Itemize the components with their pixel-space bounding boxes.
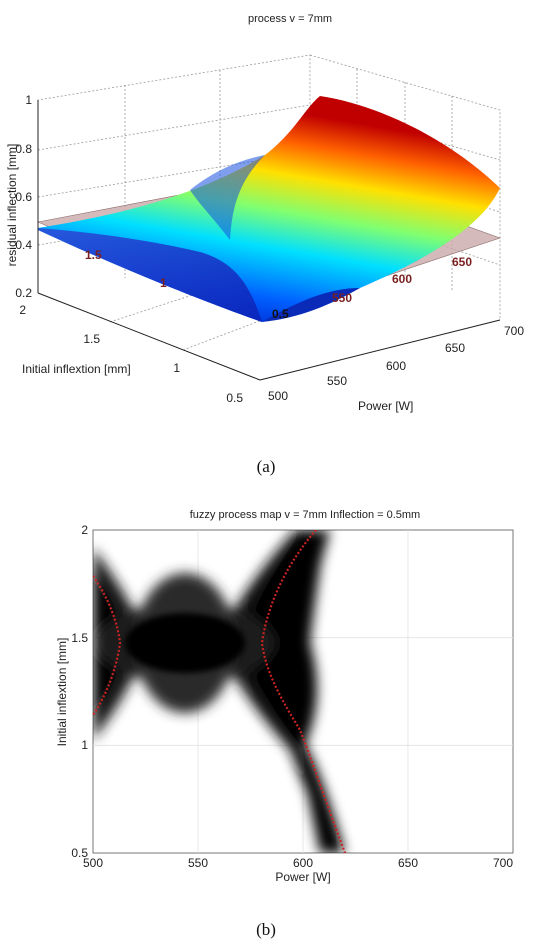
y-tick-label: 1 xyxy=(81,738,88,752)
y-tick-label: 0.5 xyxy=(71,846,88,860)
x-tick-label: 550 xyxy=(327,374,347,388)
y-tick-label: 1.5 xyxy=(83,332,100,346)
z-tick-label: 0.8 xyxy=(15,142,32,156)
panel-a-surface xyxy=(38,96,500,322)
panel-a-z-ticks: 1 0.8 0.6 0.4 0.2 xyxy=(15,93,32,300)
z-tick-label: 0.6 xyxy=(15,190,32,204)
panel-b-heatmap: fuzzy process map v = 7mm Inflection = 0… xyxy=(55,509,514,884)
panel-a-y-axis-label: Initial inflextion [mm] xyxy=(22,362,131,376)
y-tick-label: 1.5 xyxy=(71,631,88,645)
y-tick-label: 2 xyxy=(81,523,88,537)
caption-a: (a) xyxy=(257,457,276,476)
contour-label: 0.5 xyxy=(272,307,289,321)
y-tick-label: 0.5 xyxy=(226,391,243,405)
panel-b-y-ticks: 2 1.5 1 0.5 xyxy=(71,523,88,860)
panel-a-x-ticks: 500 550 600 650 700 xyxy=(268,324,524,403)
panel-b-y-axis-label: Initial inflextion [mm] xyxy=(55,638,69,747)
contour-label: 650 xyxy=(452,255,472,269)
x-tick-label: 600 xyxy=(386,359,406,373)
contour-label: 550 xyxy=(332,291,352,305)
contour-label: 1 xyxy=(160,276,167,290)
x-tick-label: 500 xyxy=(268,389,288,403)
panel-b-title: fuzzy process map v = 7mm Inflection = 0… xyxy=(190,509,420,521)
y-tick-label: 1 xyxy=(173,361,180,375)
x-tick-label: 600 xyxy=(293,856,313,870)
contour-label: 600 xyxy=(392,272,412,286)
x-tick-label: 650 xyxy=(398,856,418,870)
panel-a-contour-labels: 1.5 1 0.5 550 600 650 xyxy=(85,248,472,321)
x-tick-label: 700 xyxy=(504,324,524,338)
panel-a-x-axis-label: Power [W] xyxy=(358,399,413,413)
y-tick-label: 2 xyxy=(19,303,26,317)
caption-b: (b) xyxy=(256,920,276,939)
z-tick-label: 0.2 xyxy=(15,286,32,300)
panel-a-surface-plot: process v = 7mm xyxy=(5,13,524,413)
panel-b-x-ticks: 500 550 600 650 700 xyxy=(83,856,513,870)
panel-a-z-axis-label: residual inflection [mm] xyxy=(5,144,19,267)
panel-b-optimum-curves xyxy=(93,530,347,853)
x-tick-label: 650 xyxy=(445,341,465,355)
panel-b-x-axis-label: Power [W] xyxy=(275,870,330,884)
contour-label: 1.5 xyxy=(85,248,102,262)
panel-a-y-ticks: 2 1.5 1 0.5 xyxy=(19,303,243,405)
x-tick-label: 700 xyxy=(493,856,513,870)
z-tick-label: 1 xyxy=(25,93,32,107)
panel-a-axes xyxy=(37,100,501,381)
panel-a-title: process v = 7mm xyxy=(248,13,332,25)
optimum-curve-left xyxy=(93,575,122,716)
x-tick-label: 550 xyxy=(188,856,208,870)
x-tick-label: 500 xyxy=(83,856,103,870)
z-tick-label: 0.4 xyxy=(15,238,32,252)
